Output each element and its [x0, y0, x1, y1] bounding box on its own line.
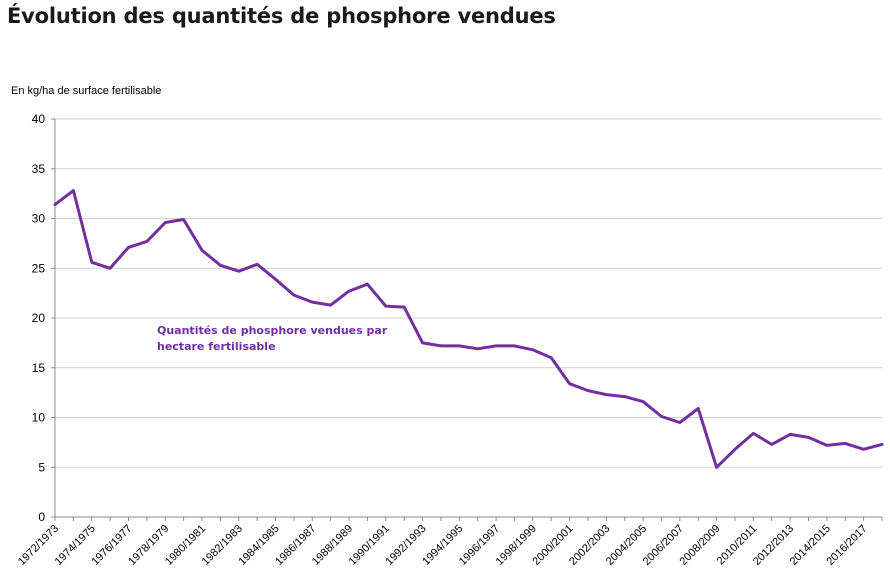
series-group [53, 189, 884, 469]
y-tick-label: 25 [32, 261, 46, 275]
y-axis-unit-label: En kg/ha de surface fertilisable [11, 85, 161, 97]
y-tick-label: 35 [32, 162, 46, 176]
gridlines [55, 118, 882, 468]
y-tick-label: 20 [32, 311, 46, 325]
y-tick-label: 5 [38, 460, 45, 474]
page-title: Évolution des quantités de phosphore ven… [7, 4, 556, 28]
series-label: Quantités de phosphore vendues par hecta… [157, 324, 391, 353]
y-tick-label: 40 [32, 112, 46, 126]
y-tick-label: 10 [32, 411, 46, 425]
x-axis-ticks: 1972/19731974/19751976/19771978/19791980… [16, 517, 883, 568]
y-tick-label: 15 [32, 361, 46, 375]
y-tick-label: 30 [32, 212, 46, 226]
series-label-line-2: hectare fertilisable [157, 340, 276, 353]
series-line [53, 189, 884, 469]
y-axis-ticks: 0 5 10 15 20 25 30 35 40 [32, 112, 55, 524]
y-tick-label: 0 [38, 510, 45, 524]
series-label-line-1: Quantités de phosphore vendues par [157, 324, 388, 337]
